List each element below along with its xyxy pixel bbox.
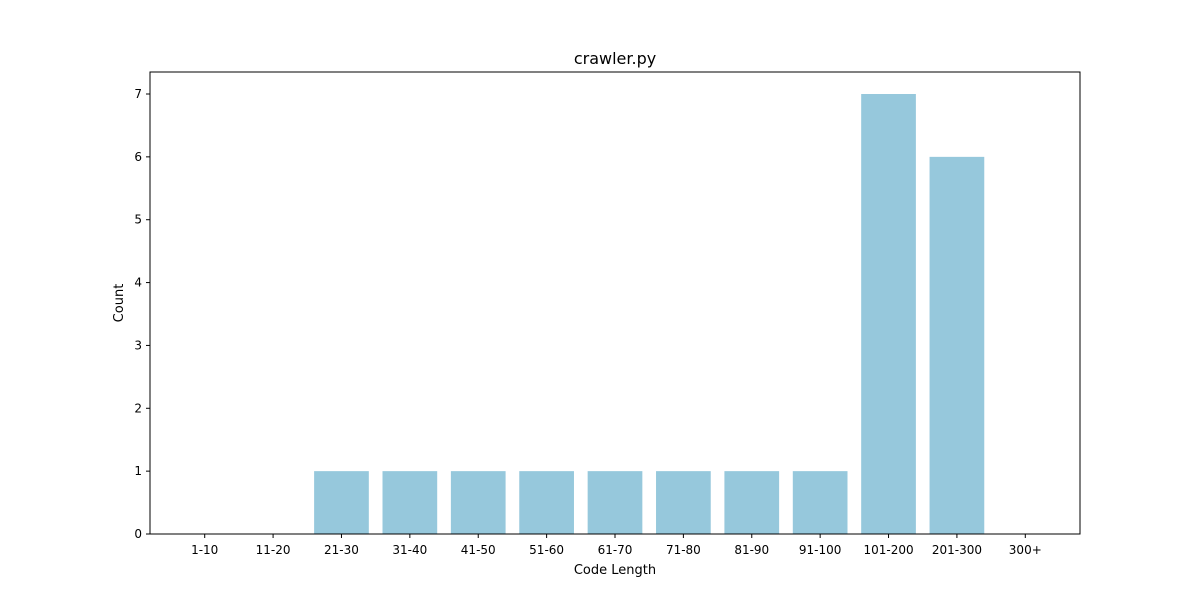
x-tick-label: 41-50 [461,543,496,557]
chart-title: crawler.py [574,49,656,68]
x-axis: 1-10 11-20 21-30 31-40 41-50 51-60 61-70 71-80 8… [191,534,1042,557]
x-tick-label: 31-40 [392,543,427,557]
x-tick-label: 101-200 [863,543,913,557]
bar-51-60 [519,471,574,534]
x-tick-label: 91-100 [799,543,842,557]
y-tick-label: 3 [134,338,142,352]
x-tick-label: 21-30 [324,543,359,557]
x-tick-label: 300+ [1009,543,1042,557]
bar-201-300 [929,156,985,534]
x-tick-label: 201-300 [932,543,982,557]
y-tick-label: 1 [134,464,142,478]
y-axis-label: Count [112,284,127,323]
y-axis: 0 1 2 3 4 5 6 7 [134,87,150,541]
y-tick-label: 6 [134,150,142,164]
x-tick-label: 71-80 [666,543,701,557]
bar-41-50 [450,471,506,534]
y-tick-label: 4 [134,276,142,290]
y-tick-label: 5 [134,213,142,227]
bar-31-40 [382,471,438,534]
x-axis-label: Code Length [574,563,656,578]
y-tick-label: 7 [134,87,142,101]
y-tick-label: 2 [134,401,142,415]
bars-group [314,94,985,534]
x-tick-label: 61-70 [598,543,633,557]
plot-frame [149,71,1081,535]
x-tick-label: 81-90 [734,543,769,557]
bar-61-70 [587,471,643,534]
bar-101-200 [861,94,916,534]
x-tick-label: 11-20 [256,543,291,557]
x-tick-label: 51-60 [529,543,564,557]
bar-71-80 [656,471,711,534]
bar-81-90 [724,471,780,534]
bar-91-100 [792,471,848,534]
y-tick-label: 0 [134,527,142,541]
bar-21-30 [314,471,369,534]
x-tick-label: 1-10 [191,543,218,557]
